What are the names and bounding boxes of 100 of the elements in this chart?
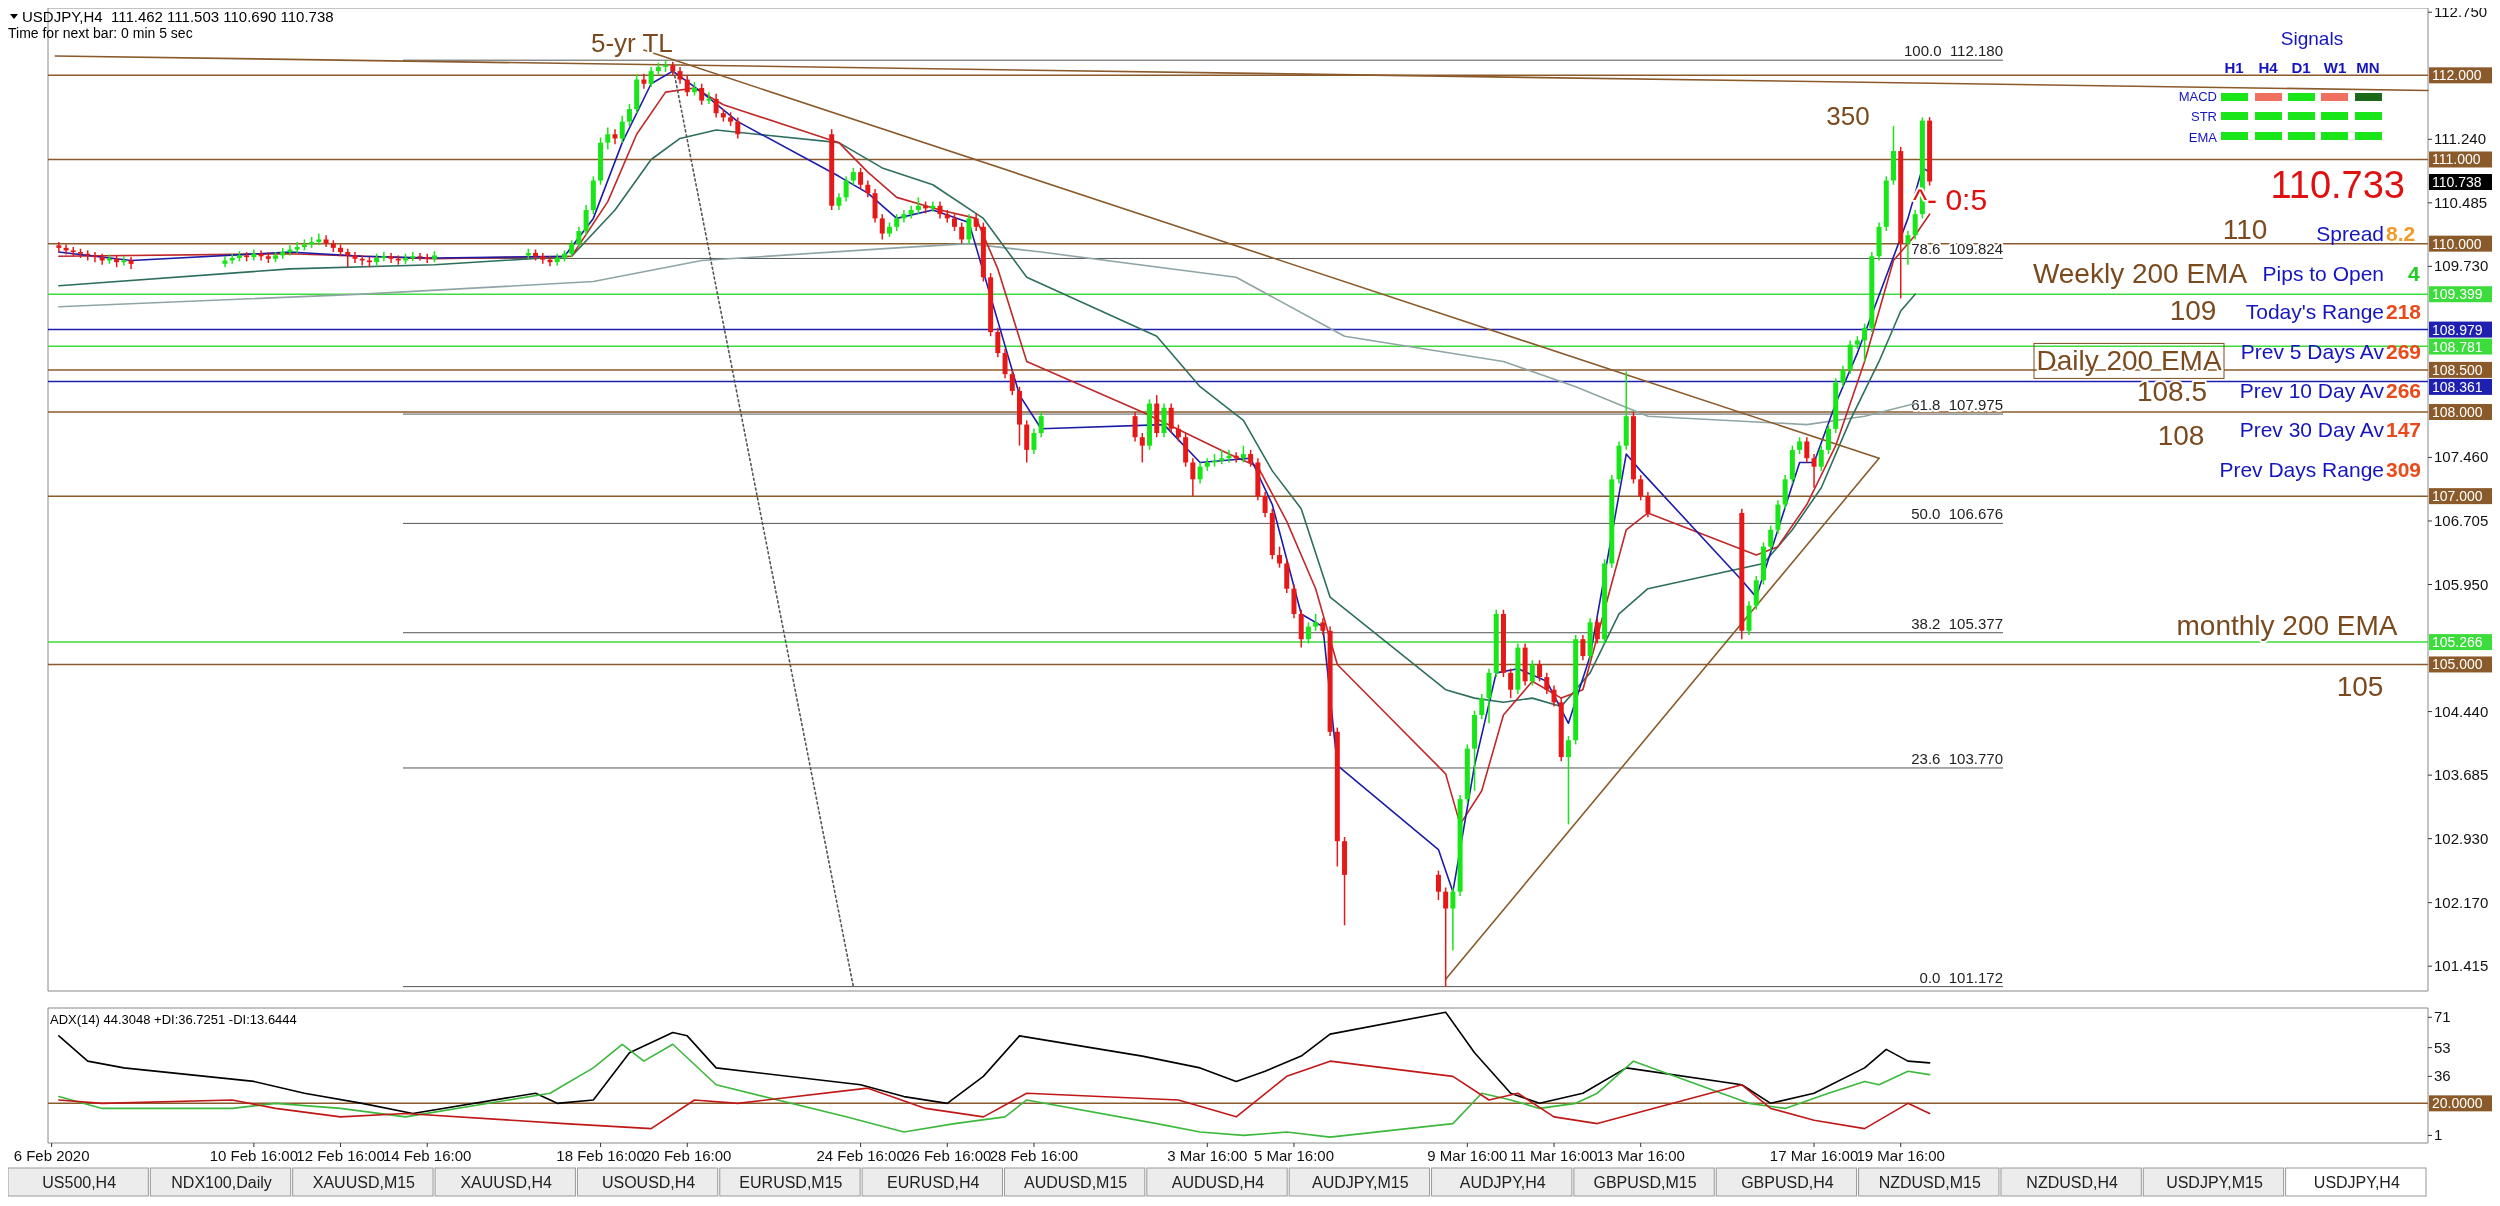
chart-title: ADX(14) 44.3048 +DI:36.7251 -DI:13.6444	[50, 1012, 297, 1027]
annotation: 266	[2386, 379, 2422, 402]
text: AUDJPY,M15	[1312, 1174, 1409, 1191]
text: US500,H4	[42, 1174, 117, 1191]
y-tick-label: 71	[2434, 1008, 2451, 1026]
text: GBPUSD,H4	[1741, 1174, 1834, 1191]
annotation: Signals	[2280, 28, 2344, 49]
annotation: STR	[2191, 109, 2217, 124]
ref-line-label: 78.6 109.824	[1911, 240, 2003, 258]
y-tick-label: 109.730	[2434, 257, 2489, 275]
ref-line-label: 111.000	[2432, 151, 2481, 168]
x-tick-label: 28 Feb 16:00	[989, 1147, 1079, 1164]
ref-line-label: 61.8 107.975	[1911, 396, 2003, 414]
annotation: monthly 200 EMA	[2176, 610, 2398, 641]
ref-line-label: 108.000	[2432, 403, 2483, 420]
text: Time for next bar: 0 min 5 sec	[8, 25, 193, 41]
annotation: 8.2	[2386, 222, 2416, 245]
y-tick-label: 110.485	[2434, 193, 2488, 211]
x-tick-label: 20 Feb 16:00	[643, 1147, 732, 1164]
y-tick-label: 107.460	[2434, 448, 2489, 466]
ref-line-label: 0.0 101.172	[1919, 968, 2003, 986]
y-tick-label: 102.930	[2434, 829, 2489, 847]
annotation: D1	[2291, 59, 2311, 76]
annotation: Today's Range	[2245, 300, 2384, 323]
annotation: 110.733	[2270, 164, 2405, 206]
x-tick-label: 24 Feb 16:00	[816, 1147, 905, 1164]
y-tick-label: 104.440	[2434, 702, 2489, 720]
y-tick-label: 102.170	[2434, 893, 2489, 911]
x-tick-label: 9 Mar 16:00	[1427, 1147, 1508, 1164]
annotation: MN	[2356, 59, 2380, 76]
annotation: 105	[2336, 671, 2384, 702]
y-tick-label: 106.705	[2434, 511, 2489, 529]
annotation: 110	[2222, 214, 2268, 245]
text: USDJPY,H4	[2313, 1174, 2400, 1191]
text: AUDUSD,H4	[1171, 1174, 1265, 1191]
x-tick-label: 12 Feb 16:00	[296, 1147, 385, 1164]
annotation: EMA	[2188, 130, 2218, 145]
ref-line-label: 108.500	[2432, 361, 2483, 378]
annotation: 147	[2386, 418, 2422, 441]
annotation: Spread	[2316, 222, 2384, 245]
text: NDX100,Daily	[171, 1174, 272, 1191]
annotation: 108.5	[2136, 376, 2208, 407]
text: GBPUSD,M15	[1593, 1174, 1697, 1191]
ref-line-label: 38.2 105.377	[1911, 614, 2003, 632]
annotation: MACD	[2178, 89, 2217, 104]
ref-line-label: 107.000	[2432, 488, 2483, 505]
text: AUDJPY,H4	[1459, 1174, 1546, 1191]
annotation: 269	[2386, 340, 2422, 363]
annotation: Prev 30 Day Av	[2239, 418, 2385, 441]
text: USDJPY,M15	[2166, 1174, 2263, 1191]
annotation: Weekly 200 EMA	[2032, 258, 2248, 289]
x-tick-label: 10 Feb 16:00	[209, 1147, 299, 1164]
annotation: 109	[2169, 295, 2217, 326]
y-tick-label: 105.950	[2434, 575, 2489, 593]
x-tick-label: 13 Mar 16:00	[1596, 1147, 1685, 1164]
ref-line-label: 100.0 112.180	[1904, 42, 2003, 60]
x-tick-label: 26 Feb 16:00	[903, 1147, 992, 1164]
ref-line-label: 50.0 106.676	[1911, 505, 2003, 523]
text: 110.738	[2432, 174, 2482, 190]
annotation: H4	[2258, 59, 2279, 76]
ref-line-label: 112.000	[2432, 67, 2482, 84]
ref-line-label: 23.6 103.770	[1911, 749, 2003, 767]
y-tick-label: 1	[2434, 1126, 2443, 1144]
annotation: 218	[2386, 300, 2422, 323]
annotation: 108	[2157, 420, 2205, 451]
y-tick-label: 103.685	[2434, 766, 2489, 784]
text: EURUSD,M15	[739, 1174, 843, 1191]
annotation: W1	[2323, 59, 2347, 76]
ref-line-label: 108.781	[2432, 338, 2483, 355]
ref-line-label: 105.266	[2432, 634, 2483, 651]
annotation: H1	[2224, 59, 2244, 76]
text: EURUSD,H4	[887, 1174, 980, 1191]
text: XAUUSD,M15	[312, 1174, 416, 1191]
y-tick-label: 111.240	[2434, 130, 2486, 148]
annotation: 350	[1826, 101, 1870, 131]
x-tick-label: 14 Feb 16:00	[383, 1147, 472, 1164]
y-tick-label: 53	[2434, 1038, 2451, 1056]
x-tick-label: 3 Mar 16:00	[1167, 1147, 1248, 1164]
annotation: Prev Days Range	[2219, 458, 2384, 481]
ref-line-label: 108.979	[2432, 321, 2483, 338]
x-tick-label: 17 Mar 16:00	[1769, 1147, 1859, 1164]
ref-line-label: 110.000	[2432, 235, 2482, 252]
y-tick-label: 36	[2434, 1067, 2451, 1085]
text: NZDUSD,M15	[1878, 1174, 1981, 1191]
annotation: 5-yr TL	[590, 28, 673, 59]
x-tick-label: 11 Mar 16:00	[1510, 1147, 1598, 1164]
ref-line-label: 108.361	[2432, 378, 2483, 395]
text: XAUUSD,H4	[460, 1174, 553, 1191]
annotation: Prev 5 Days Av	[2240, 340, 2385, 363]
x-tick-label: 19 Mar 16:00	[1856, 1147, 1945, 1164]
x-tick-label: 6 Feb 2020	[13, 1147, 90, 1164]
x-tick-label: 18 Feb 16:00	[556, 1147, 645, 1164]
ref-line-label: 105.000	[2432, 656, 2483, 673]
y-tick-label: 101.415	[2434, 957, 2489, 975]
text: USOUSD,H4	[601, 1174, 696, 1191]
annotation: 4	[2408, 262, 2420, 285]
chart-title: USDJPY,H4 111.462 111.503 110.690 110.738	[22, 8, 334, 25]
annotation: Pips to Open	[2262, 262, 2384, 285]
ref-line-label: 20.0000	[2432, 1095, 2483, 1112]
text: NZDUSD,H4	[2026, 1174, 2118, 1191]
